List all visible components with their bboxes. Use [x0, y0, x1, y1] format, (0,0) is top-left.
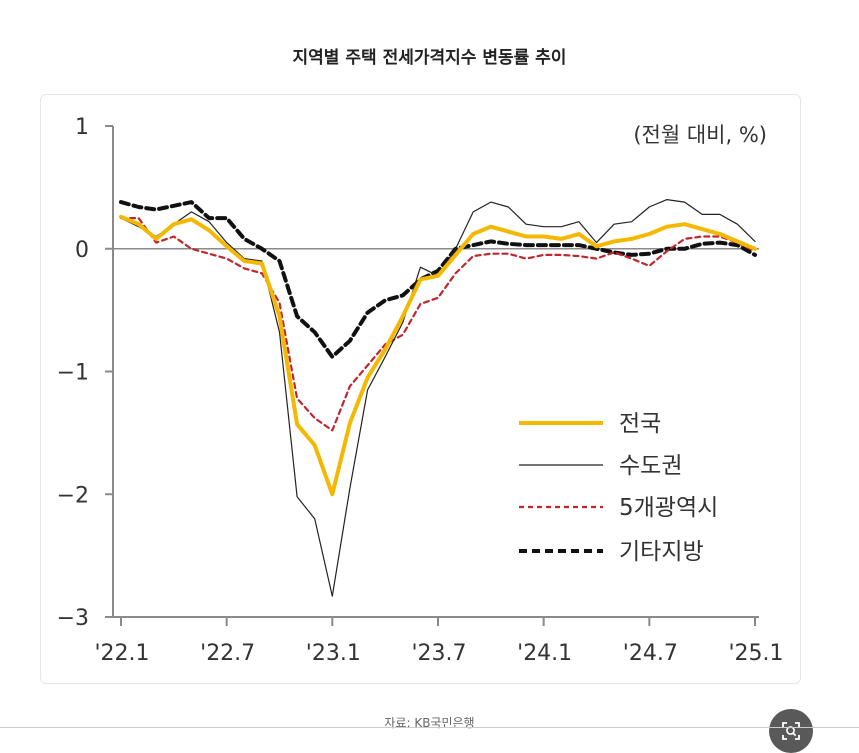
- x-tick-label: '24.7: [623, 641, 678, 666]
- y-tick-label: −2: [57, 483, 89, 508]
- legend-label: 5개광역시: [619, 495, 718, 521]
- legend-label: 기타지방: [619, 539, 704, 565]
- series-line-3: [119, 200, 757, 359]
- legend-label: 수도권: [619, 453, 682, 479]
- x-tick-label: '22.7: [200, 641, 255, 666]
- x-tick-label: '23.1: [306, 641, 361, 666]
- y-tick-label: −1: [57, 361, 89, 386]
- series-line-0: [119, 214, 757, 497]
- unit-label: (전월 대비, %): [633, 123, 767, 147]
- line-chart: 1 0 −1 −2 −3'22.1 '22.7 '23.1 '23.7 '24.1 '24.7 '2…: [57, 115, 784, 666]
- y-tick-label: 1: [75, 115, 89, 140]
- y-tick-label: −3: [57, 606, 89, 631]
- chart-card: 1 0 −1 −2 −3'22.1 '22.7 '23.1 '23.7 '24.1 '24.7 '2…: [40, 94, 813, 753]
- series-line-1: [120, 198, 756, 597]
- x-tick-label: '23.7: [411, 641, 466, 666]
- y-tick-label: 0: [75, 238, 89, 263]
- x-tick-label: '22.1: [94, 641, 149, 666]
- series-line-2: [119, 216, 757, 432]
- x-tick-label: '25.1: [728, 641, 783, 666]
- divider: [0, 727, 859, 728]
- legend-label: 전국: [619, 411, 661, 437]
- source-note: 자료: KB국민은행: [384, 716, 475, 730]
- x-tick-label: '24.1: [517, 641, 572, 666]
- chart-title: 지역별 주택 전세가격지수 변동률 추이: [292, 48, 567, 68]
